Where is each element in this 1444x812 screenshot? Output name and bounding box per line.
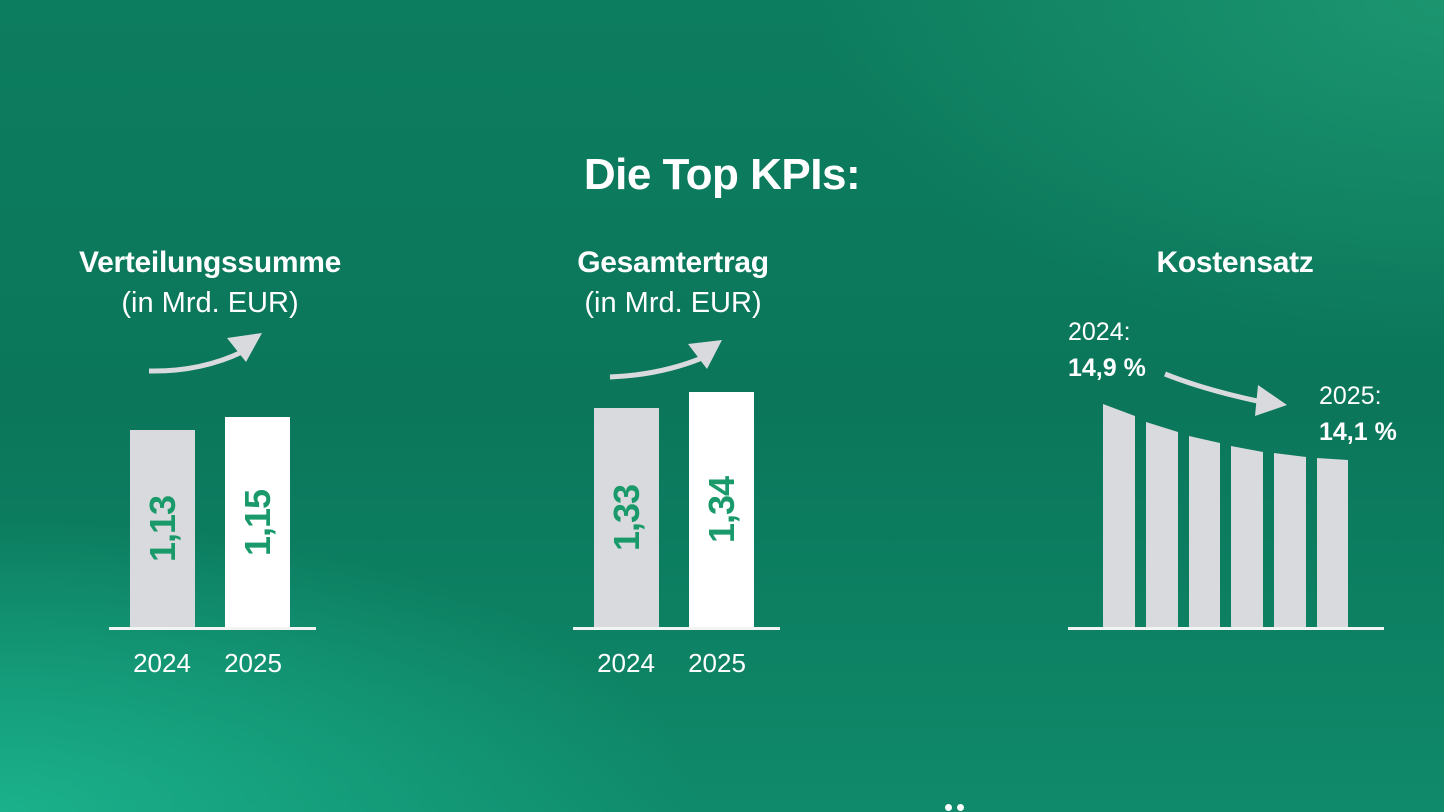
- end-year: 2025:: [1319, 382, 1382, 410]
- bar-value: 1,34: [700, 476, 742, 544]
- year-label: 2025: [224, 648, 282, 678]
- start-value: 14,9 %: [1068, 354, 1146, 382]
- kpi-title: Verteilungssumme: [79, 246, 341, 279]
- kpi-unit: (in Mrd. EUR): [121, 287, 299, 319]
- year-label: 2025: [688, 648, 746, 678]
- declining-bars: [1103, 404, 1348, 628]
- trend-down-arrow-icon: [1164, 371, 1287, 416]
- year-label: 2024: [597, 648, 655, 678]
- end-value: 14,1 %: [1319, 418, 1397, 446]
- bar-value: 1,13: [141, 495, 183, 563]
- start-value-label: 2024: 14,9 %: [1068, 314, 1146, 386]
- end-value-label: 2025: 14,1 %: [1319, 378, 1397, 450]
- baseline: [1068, 627, 1384, 630]
- kpi-unit: (in Mrd. EUR): [584, 287, 762, 319]
- page-title: Die Top KPIs:: [583, 150, 861, 199]
- kpi-title: Gesamtertrag: [577, 246, 769, 279]
- trend-up-arrow-icon: [148, 333, 262, 374]
- bar-value: 1,15: [236, 489, 278, 556]
- start-year: 2024:: [1068, 318, 1131, 346]
- bar-2025: 1,34: [689, 392, 754, 628]
- baseline: [109, 627, 316, 630]
- kpi-title: Kostensatz: [1156, 246, 1314, 279]
- bar-2024: 1,13: [130, 430, 195, 628]
- bar-2024: 1,33: [594, 408, 659, 628]
- trend-up-arrow-icon: [609, 340, 722, 380]
- bar-value: 1,33: [605, 484, 647, 552]
- baseline: [573, 627, 780, 630]
- year-label: 2024: [133, 648, 191, 678]
- bar-2025: 1,15: [225, 417, 290, 628]
